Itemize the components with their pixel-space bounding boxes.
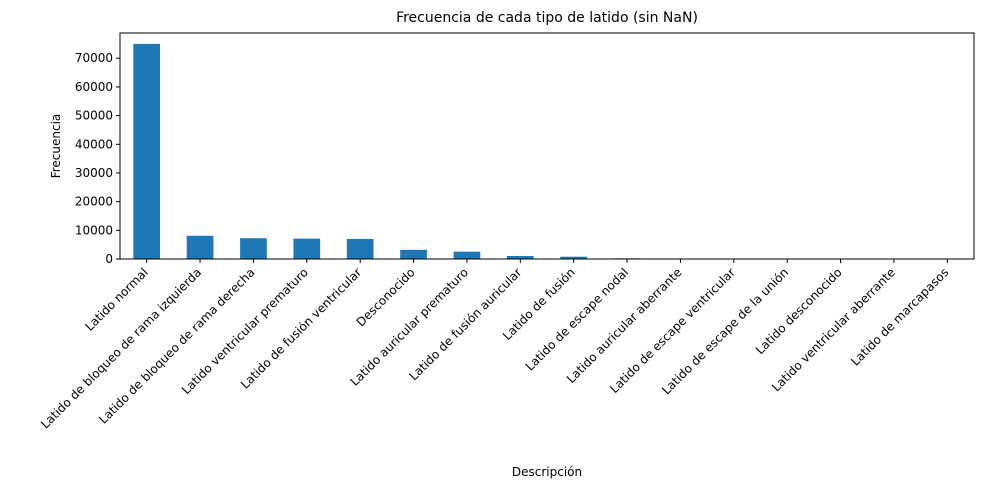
x-tick-label: Latido de fusión auricular: [406, 265, 524, 383]
bar: [133, 43, 161, 260]
bar: [346, 238, 374, 259]
bars-group: [133, 43, 961, 260]
bar: [506, 255, 534, 259]
y-tick-label: 60000: [75, 80, 113, 94]
y-tick-label: 70000: [75, 51, 113, 65]
chart-title: Frecuencia de cada tipo de latido (sin N…: [396, 10, 698, 26]
y-tick-label: 30000: [75, 166, 113, 180]
bar: [400, 249, 427, 259]
y-tick-label: 50000: [75, 109, 113, 123]
bar: [293, 238, 321, 259]
x-tick-label: Latido de marcapasos: [848, 265, 951, 368]
y-tick-label: 40000: [75, 137, 113, 151]
y-axis-label: Frecuencia: [49, 114, 63, 179]
x-tick-label: Latido de escape nodal: [523, 265, 631, 373]
plot-frame: [119, 32, 975, 260]
x-axis-label: Descripción: [512, 465, 582, 479]
y-axis: 0 10000 20000 30000 40000 50000 60000 70000: [75, 51, 120, 266]
y-tick-label: 20000: [75, 195, 113, 209]
y-tick-label: 0: [105, 252, 113, 266]
bar: [240, 238, 267, 259]
bar: [186, 235, 214, 259]
bar: [453, 251, 481, 259]
y-tick-label: 10000: [75, 223, 113, 237]
bar: [560, 256, 588, 259]
